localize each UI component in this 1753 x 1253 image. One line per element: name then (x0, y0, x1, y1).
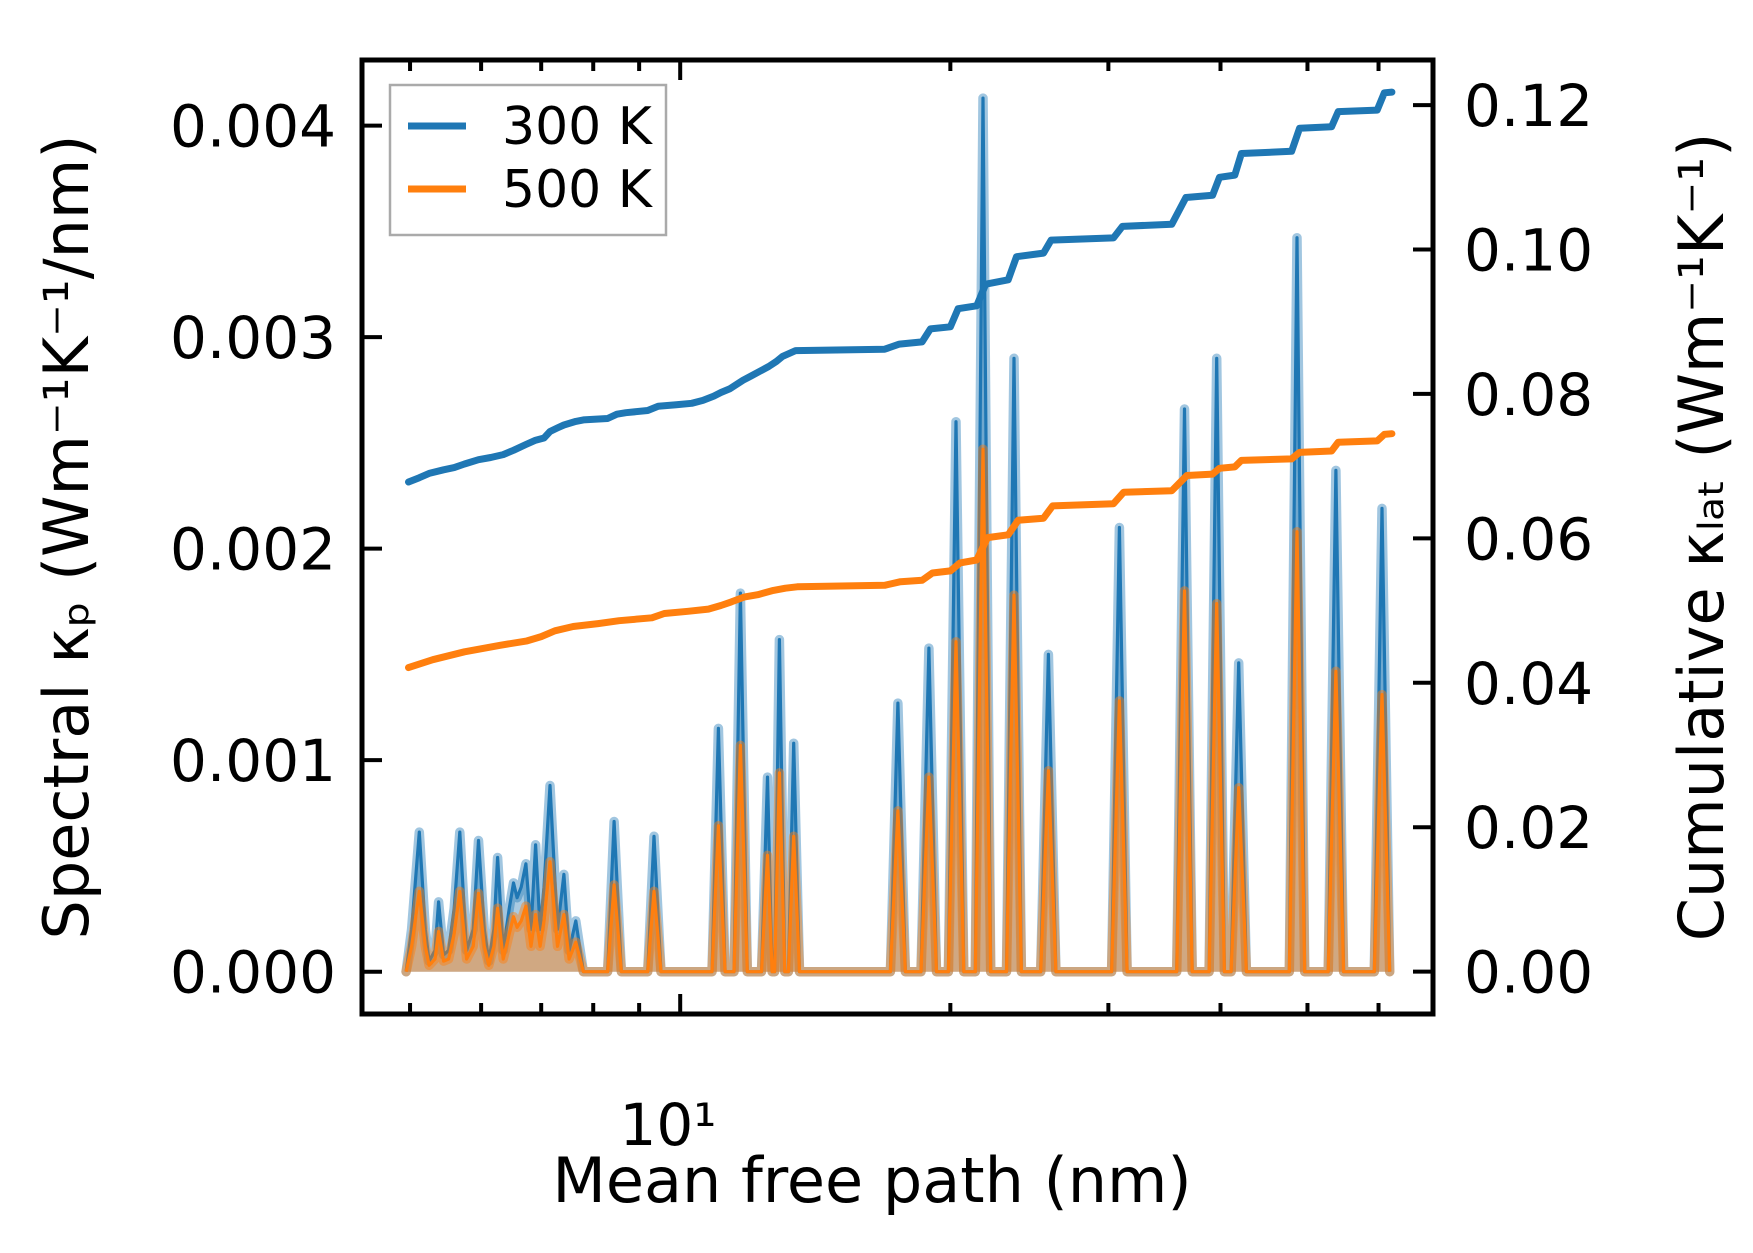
series-500-k-spectral (401, 444, 1395, 977)
axis-ticks (362, 60, 1433, 1014)
y-right-tick-label: 0.02 (1464, 794, 1593, 862)
series-cumulative-300-k (405, 88, 1396, 486)
y-right-tick-label: 0.04 (1464, 650, 1593, 718)
legend-label-500k: 500 K (502, 160, 654, 220)
y-left-tick-label: 0.003 (170, 304, 336, 372)
x-axis-label: Mean free path (nm) (552, 1144, 1191, 1217)
y-right-tick-label: 0.08 (1464, 361, 1593, 429)
legend-box (388, 83, 668, 237)
y-right-tick-label: 0.06 (1464, 505, 1593, 573)
y-right-tick-label: 0.12 (1464, 72, 1593, 140)
y-right-tick-label: 0.00 (1464, 939, 1593, 1007)
plot-series (401, 88, 1396, 977)
y-left-tick-label: 0.000 (170, 939, 336, 1007)
y-axis-label-left: Spectral κₚ (Wm⁻¹K⁻¹/nm) (30, 135, 103, 940)
y-left-tick-label: 0.001 (170, 727, 336, 795)
x-major-tick-label: 10¹ (619, 1091, 716, 1159)
y-left-tick-label: 0.002 (170, 516, 336, 584)
y-left-tick-label: 0.004 (170, 93, 336, 161)
legend: 300 K 500 K (388, 83, 668, 237)
y-axis-label-right: Cumulative κₗₐₜ (Wm⁻¹K⁻¹) (1665, 133, 1738, 942)
plot-axes: 0.000 0.001 0.002 0.003 0.004 0.00 0.02 0.04 0.0… (170, 57, 1593, 1017)
axis-tick-labels: 0.000 0.001 0.002 0.003 0.004 0.00 0.02 0.04 0.0… (170, 72, 1593, 1007)
y-right-tick-label: 0.10 (1464, 217, 1593, 285)
legend-label-300k: 300 K (502, 97, 654, 157)
series-cumulative-500-k (405, 430, 1396, 672)
